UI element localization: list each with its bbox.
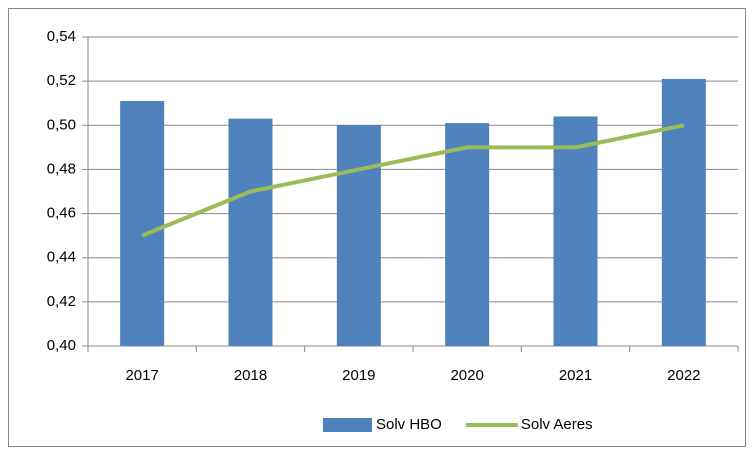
legend-label: Solv HBO xyxy=(376,416,442,433)
y-tick-label: 0,48 xyxy=(47,160,76,177)
x-tick-label: 2019 xyxy=(342,367,375,384)
bar xyxy=(661,78,706,346)
bar xyxy=(445,123,490,346)
y-tick-label: 0,40 xyxy=(47,337,76,354)
x-tick-label: 2018 xyxy=(234,367,267,384)
legend-label: Solv Aeres xyxy=(521,416,593,433)
y-tick-label: 0,42 xyxy=(47,293,76,310)
bar xyxy=(120,101,165,346)
line xyxy=(141,123,685,238)
x-tick-label: 2022 xyxy=(667,367,700,384)
y-tick-label: 0,44 xyxy=(47,249,76,266)
bar xyxy=(228,118,273,347)
legend-swatch xyxy=(323,418,372,432)
x-tick-label: 2017 xyxy=(125,367,158,384)
x-tick-label: 2021 xyxy=(559,367,592,384)
x-tick-label: 2020 xyxy=(450,367,483,384)
bar xyxy=(336,125,381,347)
y-tick-label: 0,50 xyxy=(47,116,76,133)
y-tick-label: 0,54 xyxy=(47,28,76,45)
y-tick-label: 0,46 xyxy=(47,205,76,222)
bar xyxy=(553,116,598,346)
y-tick-label: 0,52 xyxy=(47,72,76,89)
